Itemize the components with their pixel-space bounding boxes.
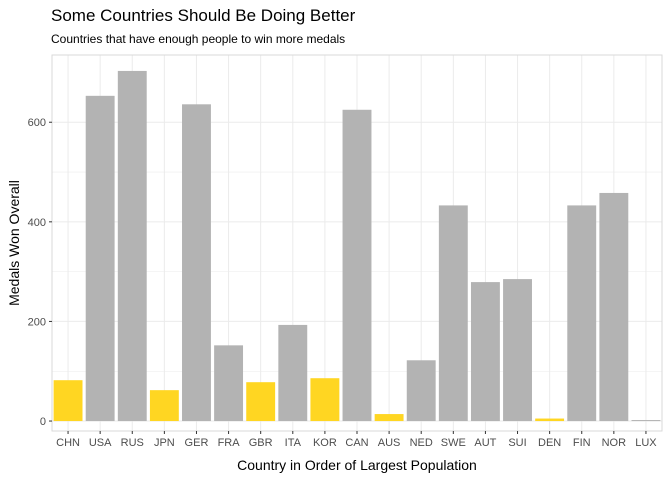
x-tick-label: GBR — [249, 437, 273, 449]
x-tick-label: SWE — [441, 437, 466, 449]
x-axis-title: Country in Order of Largest Population — [237, 457, 477, 473]
bar-jpn — [149, 390, 179, 422]
bar-rus — [117, 70, 147, 422]
x-tick-label: USA — [89, 437, 112, 449]
y-tick-label: 0 — [40, 416, 46, 428]
bar-ned — [406, 360, 436, 422]
x-tick-label: GER — [185, 437, 209, 449]
x-tick-label: LUX — [635, 437, 657, 449]
y-tick-label: 400 — [28, 217, 46, 229]
bar-ita — [278, 324, 308, 422]
x-tick-label: FRA — [218, 437, 241, 449]
bar-usa — [85, 95, 115, 422]
chart-subtitle: Countries that have enough people to win… — [51, 32, 345, 46]
bar-ger — [182, 104, 211, 422]
y-tick-label: 200 — [28, 316, 46, 328]
bar-can — [342, 109, 372, 422]
y-axis: 0 200 400 600 — [28, 117, 52, 428]
x-tick-label: NOR — [602, 437, 627, 449]
bar-swe — [438, 205, 468, 422]
x-tick-label: JPN — [154, 437, 175, 449]
x-tick-label: ITA — [285, 437, 302, 449]
x-tick-label: AUT — [474, 437, 496, 449]
bar-den — [535, 418, 565, 422]
bar-lux — [631, 420, 661, 422]
x-tick-label: AUS — [378, 437, 401, 449]
x-tick-label: CHN — [56, 437, 80, 449]
bar-gbr — [246, 382, 276, 422]
x-tick-label: KOR — [313, 437, 337, 449]
bar-aus — [374, 414, 404, 422]
x-tick-label: DEN — [538, 437, 561, 449]
x-axis: CHN USA RUS JPN GER FRA GBR ITA KOR CAN AUS NED SWE A… — [56, 431, 657, 449]
bar-aut — [470, 282, 500, 422]
x-tick-label: FIN — [573, 437, 591, 449]
bar-chn — [53, 380, 83, 422]
x-tick-label: CAN — [345, 437, 368, 449]
x-tick-label: SUI — [508, 437, 526, 449]
bar-nor — [599, 192, 629, 422]
x-tick-label: RUS — [121, 437, 144, 449]
bar-fra — [214, 345, 244, 422]
chart-title: Some Countries Should Be Doing Better — [51, 6, 356, 25]
y-tick-label: 600 — [28, 117, 46, 129]
bar-fin — [567, 205, 597, 422]
bar-kor — [310, 378, 340, 422]
y-axis-title: Medals Won Overall — [6, 180, 22, 306]
bars — [53, 70, 661, 422]
bar-sui — [503, 279, 532, 422]
x-tick-label: NED — [410, 437, 433, 449]
